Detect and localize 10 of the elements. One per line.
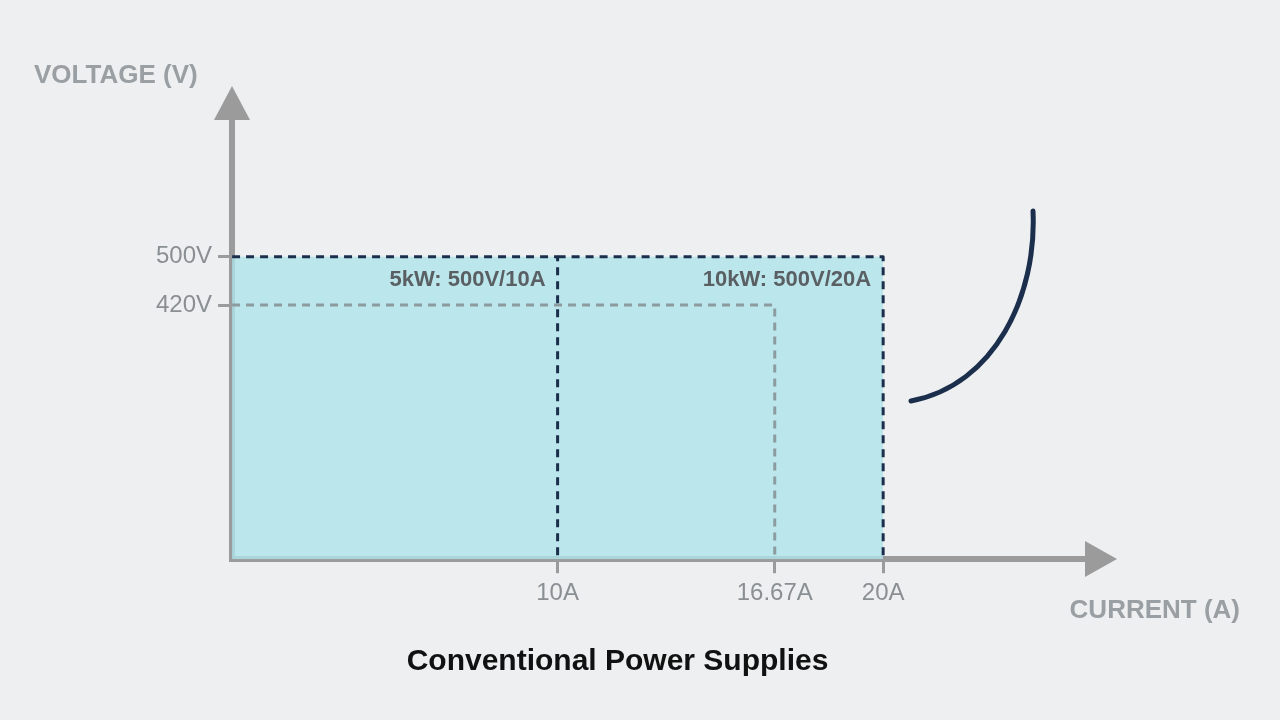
x-tick-label: 16.67A xyxy=(736,578,813,606)
y-axis-title: VOLTAGE (V) xyxy=(34,59,198,90)
annotation: 10kW: 500V/20A xyxy=(702,265,872,291)
x-axis-title: CURRENT (A) xyxy=(1069,594,1240,625)
x-tick-label: 20A xyxy=(861,578,905,606)
y-tick-label: 420V xyxy=(155,289,213,317)
annotation: 5kW: 500V/10A xyxy=(389,265,546,291)
y-tick-label: 500V xyxy=(155,241,213,269)
x-tick-label: 10A xyxy=(536,578,579,606)
text: Conventional Power Supplies xyxy=(406,643,829,677)
